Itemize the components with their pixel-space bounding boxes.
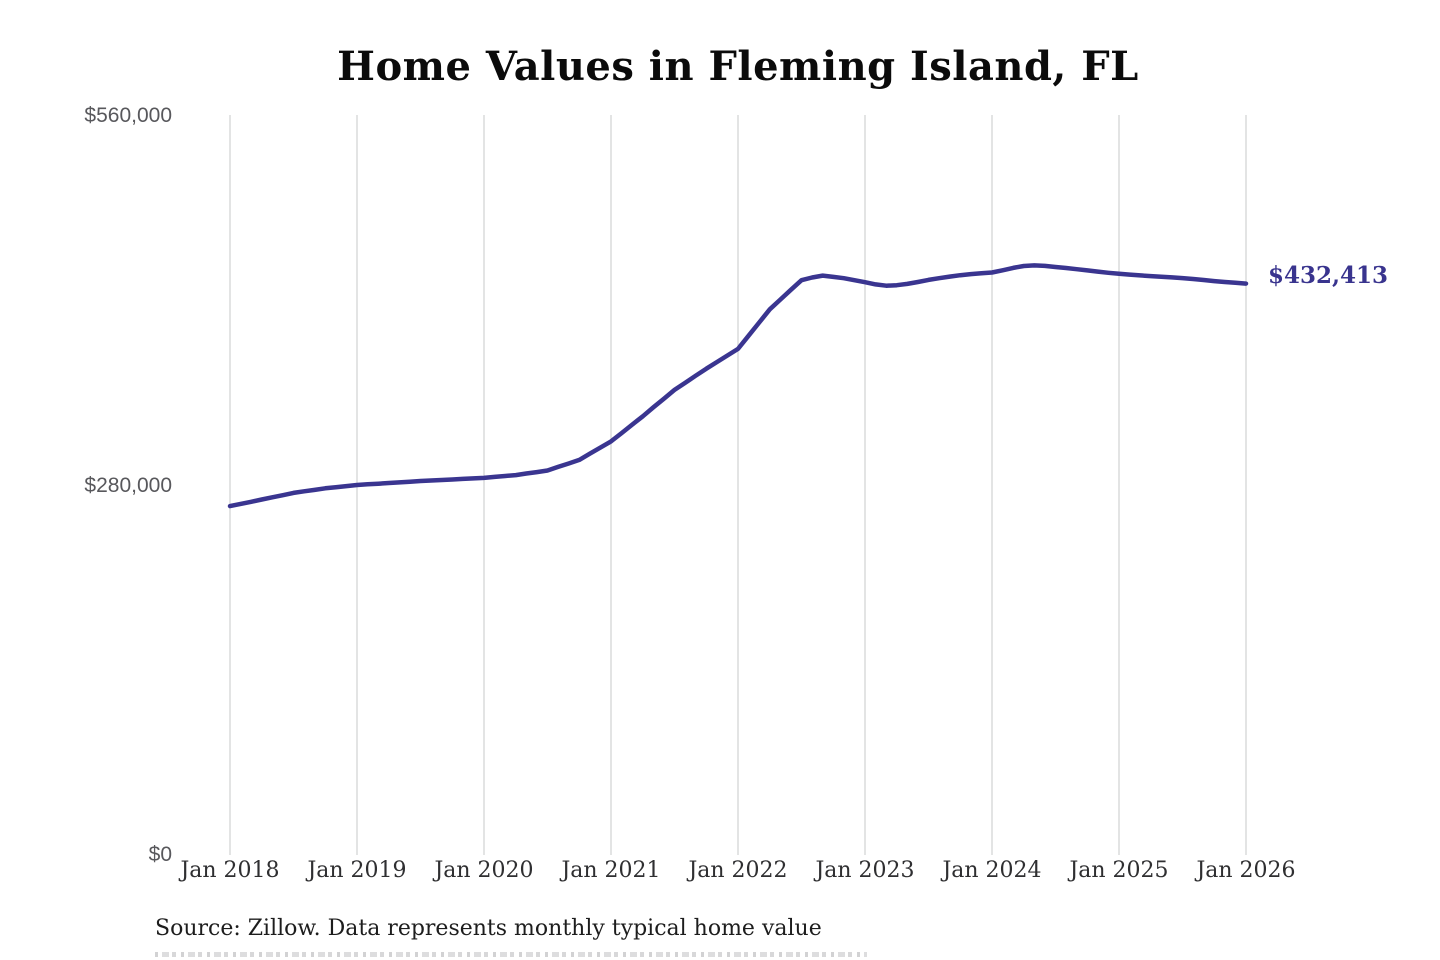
x-axis-tick-label: Jan 2024 [942, 858, 1042, 883]
y-axis-tick-label-280000: $280,000 [84, 474, 172, 497]
x-axis-tick-label: Jan 2020 [434, 858, 534, 883]
x-axis-tick-label: Jan 2023 [815, 858, 915, 883]
cropped-text-sliver [155, 952, 867, 957]
x-axis-tick-label: Jan 2018 [180, 858, 280, 883]
current-value-label: $432,413 [1268, 262, 1389, 289]
chart-title: Home Values in Fleming Island, FL [337, 43, 1139, 90]
x-axis-tick-label: Jan 2026 [1196, 858, 1296, 883]
y-axis-tick-label-560000: $560,000 [84, 104, 172, 127]
source-note: Source: Zillow. Data represents monthly … [155, 916, 822, 941]
x-axis-tick-label: Jan 2019 [307, 858, 407, 883]
home-value-line[interactable] [227, 263, 1249, 509]
x-axis-tick-label: Jan 2021 [561, 858, 661, 883]
y-axis-tick-label-0: $0 [148, 843, 172, 866]
x-axis-tick-label: Jan 2025 [1069, 858, 1169, 883]
x-axis-tick-label: Jan 2022 [688, 858, 788, 883]
